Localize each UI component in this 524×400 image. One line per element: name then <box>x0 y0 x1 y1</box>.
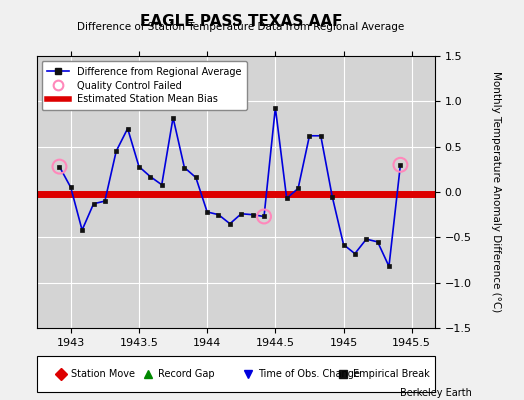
Text: EAGLE PASS TEXAS AAF: EAGLE PASS TEXAS AAF <box>140 14 342 29</box>
Legend: Difference from Regional Average, Quality Control Failed, Estimated Station Mean: Difference from Regional Average, Qualit… <box>41 61 247 110</box>
Point <box>396 162 405 168</box>
Text: Station Move: Station Move <box>71 369 135 379</box>
Text: Time of Obs. Change: Time of Obs. Change <box>258 369 359 379</box>
FancyBboxPatch shape <box>37 356 435 392</box>
Point <box>260 213 268 220</box>
Point <box>55 164 63 170</box>
Y-axis label: Monthly Temperature Anomaly Difference (°C): Monthly Temperature Anomaly Difference (… <box>491 71 501 313</box>
Text: Difference of Station Temperature Data from Regional Average: Difference of Station Temperature Data f… <box>78 22 405 32</box>
Text: Berkeley Earth: Berkeley Earth <box>400 388 472 398</box>
Text: Empirical Break: Empirical Break <box>353 369 430 379</box>
Text: Record Gap: Record Gap <box>158 369 215 379</box>
